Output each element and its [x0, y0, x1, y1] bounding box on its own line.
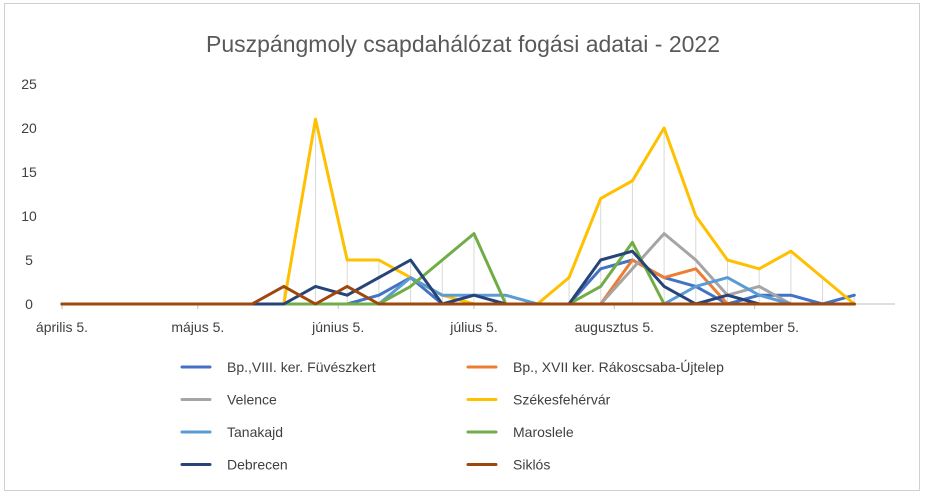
legend-label: Maroslele: [513, 424, 574, 440]
chart-svg: Puszpángmoly csapdahálózat fogási adatai…: [21, 31, 895, 473]
x-tick-label: július 5.: [449, 319, 497, 335]
y-tick-label: 20: [21, 120, 37, 136]
y-tick-label: 25: [21, 76, 37, 92]
legend-item: Maroslele: [466, 424, 574, 440]
legend: Bp.,VIII. ker. Füvészkert Bp., XVII ker. …: [180, 359, 724, 473]
series-lines: [60, 117, 856, 306]
legend-label: Siklós: [513, 457, 550, 473]
legend-item: Bp.,VIII. ker. Füvészkert: [180, 359, 376, 375]
x-tick-label: szeptember 5.: [710, 319, 799, 335]
series-line: [60, 232, 856, 306]
y-tick-label: 0: [25, 296, 33, 312]
legend-label: Székesfehérvár: [513, 392, 611, 408]
legend-item: Velence: [180, 392, 277, 408]
x-tick-label: május 5.: [171, 319, 224, 335]
x-tick-label: augusztus 5.: [575, 319, 654, 335]
legend-label: Bp.,VIII. ker. Füvészkert: [227, 359, 376, 375]
chart-frame: Puszpángmoly csapdahálózat fogási adatai…: [4, 3, 920, 491]
chart-title: Puszpángmoly csapdahálózat fogási adatai…: [206, 31, 720, 57]
legend-item: Székesfehérvár: [466, 392, 611, 408]
legend-label: Bp., XVII ker. Rákoscsaba-Újtelep: [513, 359, 724, 375]
legend-item: Tanakajd: [180, 424, 283, 440]
y-tick-label: 5: [25, 252, 33, 268]
series-line: [60, 284, 856, 306]
legend-label: Tanakajd: [227, 424, 283, 440]
x-tick-label: június 5.: [311, 319, 364, 335]
legend-item: Siklós: [466, 457, 550, 473]
y-tick-label: 10: [21, 208, 37, 224]
legend-item: Bp., XVII ker. Rákoscsaba-Újtelep: [466, 359, 724, 375]
legend-item: Debrecen: [180, 457, 288, 473]
series-line: [60, 117, 856, 306]
legend-label: Velence: [227, 392, 277, 408]
x-tick-label: április 5.: [36, 319, 88, 335]
y-tick-label: 15: [21, 164, 37, 180]
legend-label: Debrecen: [227, 457, 288, 473]
